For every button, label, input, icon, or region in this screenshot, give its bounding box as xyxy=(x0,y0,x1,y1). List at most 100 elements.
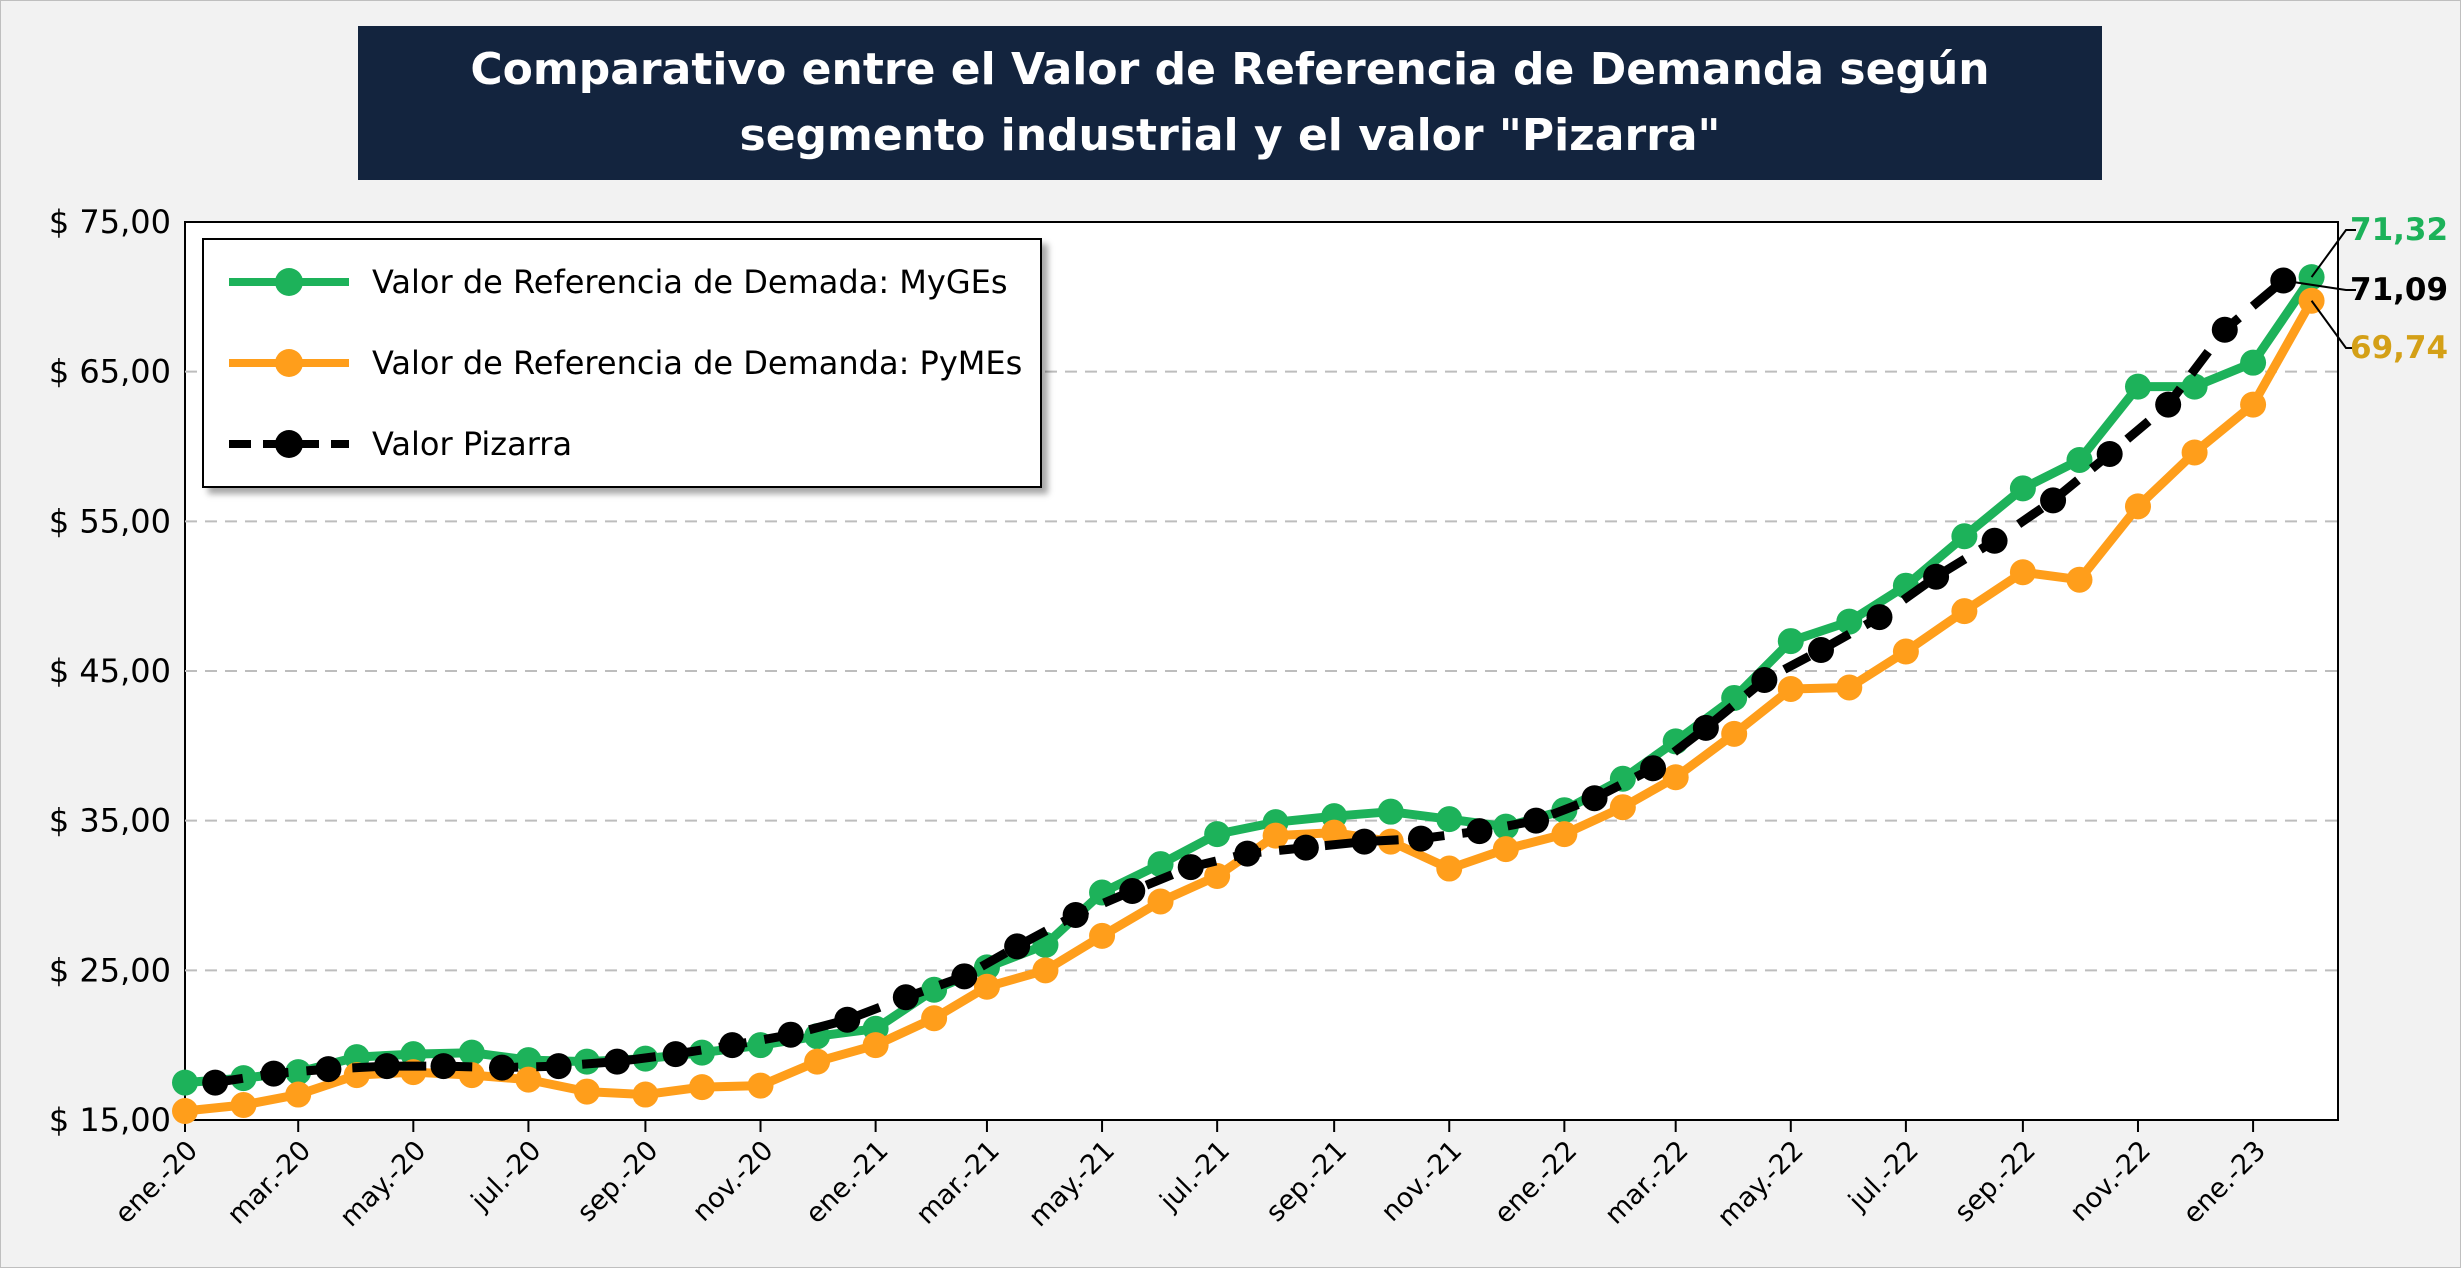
data-point-pymes xyxy=(1204,863,1231,890)
x-tick-label: ene.-21 xyxy=(800,1135,895,1230)
y-tick-label: $ 75,00 xyxy=(49,203,171,241)
data-point-myges xyxy=(230,1065,257,1092)
leader-line-pizarra xyxy=(2283,279,2356,291)
data-point-pizarra xyxy=(1004,933,1031,960)
data-point-myges xyxy=(1204,821,1231,848)
data-point-myges xyxy=(2009,475,2036,502)
data-point-pymes xyxy=(1892,638,1919,665)
y-tick-label: $ 55,00 xyxy=(49,502,171,540)
chart-title-box: Comparativo entre el Valor de Referencia… xyxy=(358,26,2102,180)
legend: Valor de Referencia de Demada: MyGEs Val… xyxy=(202,238,1042,488)
data-point-pymes xyxy=(1609,794,1636,821)
y-tick-label: $ 65,00 xyxy=(49,353,171,391)
data-point-myges xyxy=(2181,373,2208,400)
legend-label-myges: Valor de Referencia de Demada: MyGEs xyxy=(372,263,1008,301)
chart-title: Comparativo entre el Valor de Referencia… xyxy=(470,44,1990,161)
data-point-pizarra xyxy=(1062,901,1089,928)
legend-swatch-myges xyxy=(229,268,349,296)
x-tick-label: nov.-21 xyxy=(1375,1135,1468,1228)
data-point-pymes xyxy=(1492,836,1519,863)
data-point-pizarra xyxy=(1692,714,1719,741)
data-point-myges xyxy=(285,1059,312,1086)
data-point-pizarra xyxy=(1407,825,1434,852)
y-tick-label: $ 25,00 xyxy=(49,951,171,989)
x-tick-label: mar.-20 xyxy=(222,1135,318,1231)
x-tick-label: jul.-20 xyxy=(465,1135,548,1218)
data-point-pizarra xyxy=(777,1021,804,1048)
data-point-pizarra xyxy=(1751,666,1778,693)
data-point-pizarra xyxy=(834,1006,861,1033)
x-tick-label: sep.-20 xyxy=(571,1135,664,1228)
data-point-pizarra xyxy=(892,984,919,1011)
data-point-pizarra xyxy=(430,1053,457,1080)
data-point-pymes xyxy=(1147,888,1174,915)
legend-swatch-pymes xyxy=(229,349,349,377)
data-point-pymes xyxy=(2181,439,2208,466)
data-point-pymes xyxy=(632,1081,659,1108)
data-point-pizarra xyxy=(951,963,978,990)
leader-line-myges xyxy=(2310,229,2356,278)
data-point-pizarra xyxy=(545,1053,572,1080)
data-point-myges xyxy=(1492,813,1519,840)
end-label-myges: 71,32 xyxy=(2350,212,2448,248)
x-tick-label: may.-20 xyxy=(334,1135,432,1233)
data-point-pizarra xyxy=(1523,807,1550,834)
x-tick-label: nov.-20 xyxy=(687,1135,780,1228)
data-point-pymes xyxy=(230,1092,257,1119)
data-point-pymes xyxy=(2124,493,2151,520)
data-point-pizarra xyxy=(662,1041,689,1068)
data-point-myges xyxy=(2240,349,2267,376)
data-point-pymes xyxy=(2240,391,2267,418)
data-point-pizarra xyxy=(1581,785,1608,812)
data-point-pizarra xyxy=(1866,604,1893,631)
legend-item-myges: Valor de Referencia de Demada: MyGEs xyxy=(204,252,1008,312)
end-label-pymes: 69,74 xyxy=(2350,330,2448,366)
data-point-myges xyxy=(1377,798,1404,825)
x-tick-label: sep.-21 xyxy=(1260,1135,1353,1228)
data-point-myges xyxy=(458,1039,485,1066)
data-point-pizarra xyxy=(2155,391,2182,418)
data-point-pymes xyxy=(1032,957,1059,984)
data-point-pizarra xyxy=(2040,487,2067,514)
data-point-pizarra xyxy=(1923,563,1950,590)
data-point-pizarra xyxy=(719,1032,746,1059)
data-point-myges xyxy=(689,1039,716,1066)
legend-label-pizarra: Valor Pizarra xyxy=(372,425,573,463)
x-tick-label: may.-21 xyxy=(1023,1135,1121,1233)
data-point-pizarra xyxy=(1640,755,1667,782)
data-point-pymes xyxy=(862,1032,889,1059)
data-point-pymes xyxy=(973,973,1000,1000)
data-point-pymes xyxy=(747,1072,774,1099)
data-point-pizarra xyxy=(1466,818,1493,845)
data-point-pizarra xyxy=(373,1053,400,1080)
data-point-pymes xyxy=(573,1078,600,1105)
legend-swatch-pizarra xyxy=(229,430,349,458)
x-tick-label: ene.-20 xyxy=(109,1135,204,1230)
data-point-pymes xyxy=(1777,675,1804,702)
data-point-pymes xyxy=(515,1066,542,1093)
data-point-myges xyxy=(2066,446,2093,473)
data-point-myges xyxy=(515,1047,542,1074)
data-point-pizarra xyxy=(2211,316,2238,343)
data-point-pymes xyxy=(1089,922,1116,949)
data-point-pizarra xyxy=(2096,440,2123,467)
data-point-pymes xyxy=(804,1048,831,1075)
data-point-myges xyxy=(2124,373,2151,400)
y-tick-label: $ 45,00 xyxy=(49,652,171,690)
data-point-myges xyxy=(1147,851,1174,878)
data-point-pizarra xyxy=(1981,527,2008,554)
data-point-pymes xyxy=(1836,674,1863,701)
data-point-pizarra xyxy=(1351,828,1378,855)
x-tick-label: jul.-21 xyxy=(1154,1135,1237,1218)
data-point-pizarra xyxy=(604,1048,631,1075)
x-tick-label: ene.-22 xyxy=(1489,1135,1584,1230)
x-tick-label: mar.-22 xyxy=(1599,1135,1695,1231)
data-point-pymes xyxy=(1662,764,1689,791)
data-point-pizarra xyxy=(1807,637,1834,664)
data-point-pizarra xyxy=(1119,878,1146,905)
data-point-pymes xyxy=(172,1098,198,1125)
legend-item-pizarra: Valor Pizarra xyxy=(204,414,572,474)
x-tick-label: nov.-22 xyxy=(2064,1135,2157,1228)
x-tick-label: sep.-22 xyxy=(1949,1135,2042,1228)
legend-item-pymes: Valor de Referencia de Demanda: PyMEs xyxy=(204,333,1022,393)
